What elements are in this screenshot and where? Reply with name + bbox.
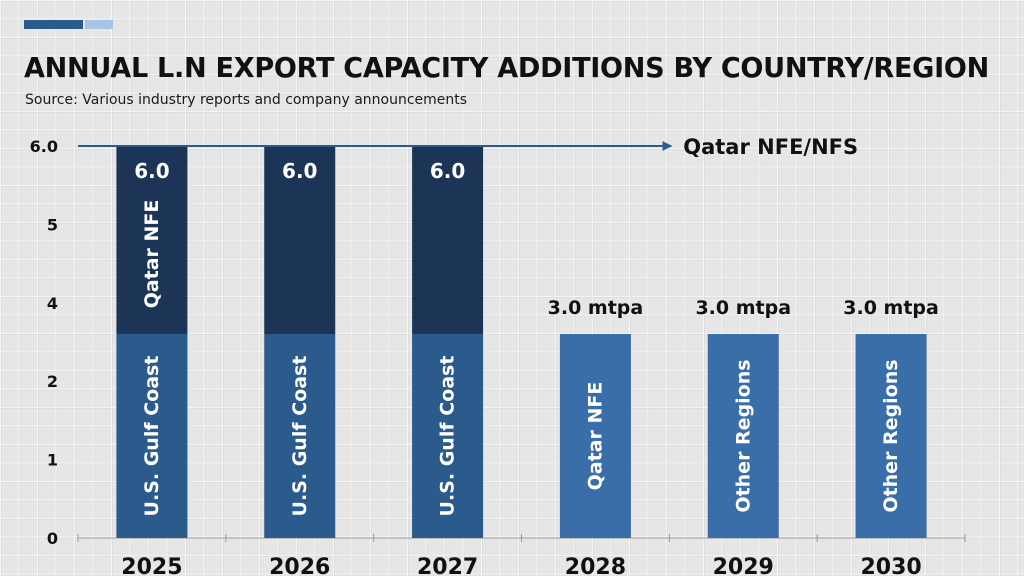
annotation-label: Qatar NFE/NFS bbox=[683, 135, 858, 159]
bar-segment-label: Qatar NFE bbox=[584, 382, 606, 491]
x-tick-label: 2026 bbox=[269, 555, 330, 576]
bar-segment-qatar-nfe bbox=[116, 146, 188, 334]
bar-value-label: 6.0 bbox=[430, 159, 465, 183]
bar-segment-label: U.S. Gulf Coast bbox=[289, 356, 311, 517]
axes: 0 1 2 4 5 6.0 2025 2026 2027 2028 2029 2030 bbox=[30, 137, 966, 576]
bar-segment-label: U.S. Gulf Coast bbox=[437, 356, 459, 517]
bar-value-label: 3.0 mtpa bbox=[548, 297, 644, 319]
bar-value-label: 6.0 bbox=[282, 159, 317, 183]
bar-value-label: 3.0 mtpa bbox=[695, 297, 791, 319]
bar-value-label: 6.0 bbox=[134, 159, 169, 183]
chart-title: ANNUAL L.N EXPORT CAPACITY ADDITIONS BY … bbox=[24, 52, 990, 84]
chart-subtitle: Source: Various industry reports and com… bbox=[25, 92, 468, 108]
annotations: Qatar NFE/NFS bbox=[78, 135, 858, 159]
bar-value-label: 3.0 mtpa bbox=[843, 297, 939, 319]
bar-segment-label: U.S. Gulf Coast bbox=[141, 356, 163, 517]
bar-segment-qatar-nfe bbox=[412, 146, 484, 334]
bar-segment-other-regions bbox=[707, 334, 779, 538]
bars: U.S. Gulf Coast Qatar NFE 6.0 U.S. Gulf Coa… bbox=[116, 146, 939, 538]
header-accent-bar-light bbox=[85, 20, 113, 29]
bar-segment-other-regions bbox=[855, 334, 927, 538]
bar-segment-qatar-nfe bbox=[559, 334, 631, 538]
bar-segment-qatar-nfe bbox=[264, 146, 336, 334]
y-tick-label: 4 bbox=[47, 294, 58, 313]
y-tick-label: 1 bbox=[47, 451, 58, 470]
x-tick-label: 2027 bbox=[417, 555, 478, 576]
x-tick-label: 2028 bbox=[565, 555, 626, 576]
bar-segment-u-s-gulf-coast bbox=[116, 334, 188, 538]
bar-segment-label: Other Regions bbox=[732, 359, 754, 512]
x-tick-label: 2025 bbox=[121, 555, 182, 576]
y-tick-label: 5 bbox=[47, 215, 58, 234]
bar-segment-u-s-gulf-coast bbox=[412, 334, 484, 538]
x-tick-label: 2029 bbox=[713, 555, 774, 576]
bar-segment-label: Qatar NFE bbox=[141, 200, 163, 309]
bar-segment-label: Other Regions bbox=[880, 359, 902, 512]
y-tick-label: 6.0 bbox=[30, 137, 58, 156]
y-tick-label: 2 bbox=[47, 372, 58, 391]
bar-segment-u-s-gulf-coast bbox=[264, 334, 336, 538]
y-tick-label: 0 bbox=[47, 529, 58, 548]
x-tick-label: 2030 bbox=[860, 555, 921, 576]
header-accent-bar-dark bbox=[24, 20, 83, 29]
